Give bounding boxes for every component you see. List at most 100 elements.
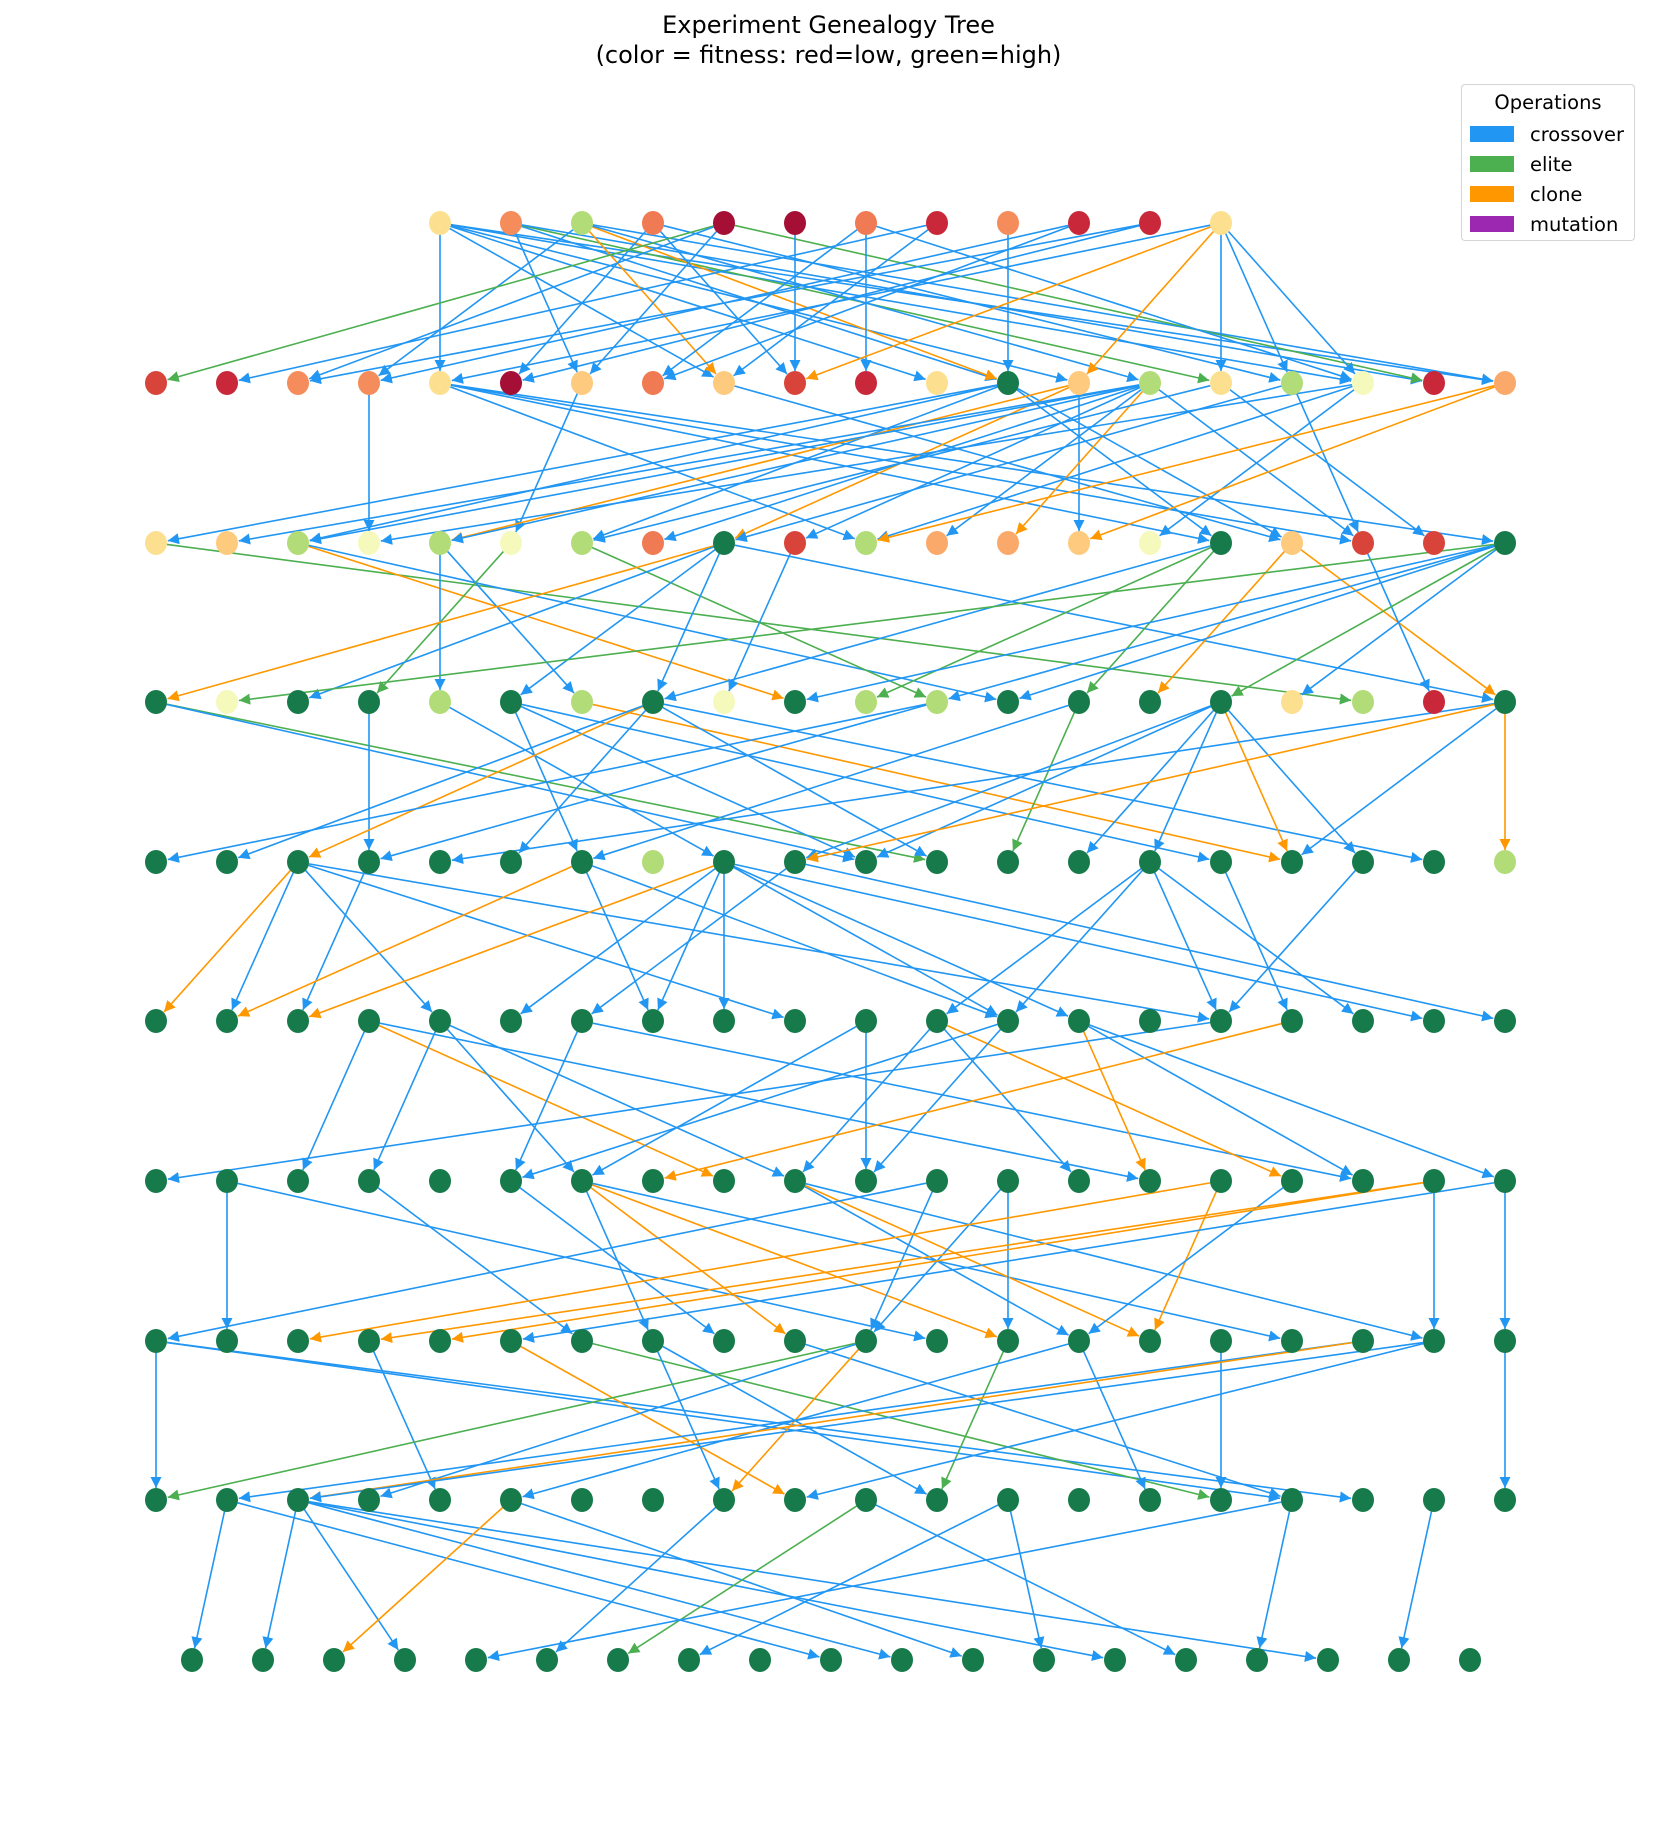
tree-node bbox=[997, 1009, 1019, 1033]
crossover-edge bbox=[309, 1341, 1424, 1503]
crossover-edge bbox=[515, 392, 579, 533]
tree-node bbox=[997, 1329, 1019, 1353]
crossover-edge bbox=[378, 228, 574, 377]
tree-node bbox=[926, 1329, 948, 1353]
elite-swatch bbox=[1470, 156, 1514, 172]
tree-node bbox=[1246, 1648, 1268, 1672]
tree-node bbox=[713, 850, 735, 874]
tree-node bbox=[500, 690, 522, 714]
tree-node bbox=[926, 371, 948, 395]
crossover-edge bbox=[514, 232, 578, 373]
clone-edge bbox=[592, 1184, 998, 1339]
tree-node bbox=[820, 1648, 842, 1672]
tree-node bbox=[713, 1329, 735, 1353]
tree-node bbox=[571, 1009, 593, 1033]
tree-node bbox=[216, 1009, 238, 1033]
tree-node bbox=[926, 1169, 948, 1193]
crossover-edge bbox=[446, 1028, 575, 1173]
crossover-edge bbox=[308, 864, 784, 1020]
tree-node bbox=[1352, 1329, 1374, 1353]
tree-node bbox=[323, 1648, 345, 1672]
clone-edge bbox=[806, 703, 1495, 863]
tree-node bbox=[926, 1009, 948, 1033]
tree-node bbox=[1068, 211, 1090, 235]
crossover-edge bbox=[1224, 871, 1288, 1011]
tree-node bbox=[642, 211, 664, 235]
crossover-edge bbox=[1017, 387, 1282, 538]
crossover-edge bbox=[237, 1502, 820, 1660]
clone-edge bbox=[380, 1181, 1424, 1344]
crossover-edge bbox=[308, 863, 1210, 1023]
clone-edge bbox=[592, 703, 1281, 863]
crossover-edge bbox=[592, 1025, 857, 1176]
tree-node bbox=[855, 1169, 877, 1193]
tree-node bbox=[713, 211, 735, 235]
crossover-edge bbox=[262, 1510, 297, 1649]
crossover-edge bbox=[805, 863, 1494, 1022]
tree-node bbox=[1281, 850, 1303, 874]
crossover-edge bbox=[304, 869, 433, 1013]
tree-node bbox=[287, 1329, 309, 1353]
tree-node bbox=[642, 850, 664, 874]
crossover-edge bbox=[380, 704, 927, 862]
tree-node bbox=[571, 531, 593, 555]
tree-node bbox=[429, 1329, 451, 1353]
crossover-edge bbox=[735, 385, 1282, 543]
tree-node bbox=[500, 371, 522, 395]
tree-node bbox=[1281, 1009, 1303, 1033]
tree-node bbox=[784, 371, 806, 395]
tree-node bbox=[713, 371, 735, 395]
crossover-swatch bbox=[1470, 126, 1514, 142]
tree-node bbox=[1459, 1648, 1481, 1672]
crossover-edge bbox=[308, 226, 714, 381]
crossover-edge bbox=[805, 705, 1211, 860]
crossover-edge bbox=[303, 1508, 399, 1651]
legend-label: mutation bbox=[1530, 212, 1619, 236]
tree-node bbox=[1210, 1009, 1232, 1033]
crossover-edge bbox=[167, 1021, 1211, 1184]
tree-node bbox=[784, 690, 806, 714]
crossover-edge bbox=[592, 224, 1494, 385]
crossover-edge bbox=[166, 703, 855, 863]
tree-node bbox=[926, 690, 948, 714]
crossover-edge bbox=[664, 545, 1211, 702]
tree-node bbox=[181, 1648, 203, 1672]
tree-node bbox=[1352, 1169, 1374, 1193]
crossover-edge bbox=[521, 703, 1210, 863]
crossover-edge bbox=[238, 384, 1140, 545]
crossover-edge bbox=[451, 702, 1495, 865]
crossover-edge bbox=[237, 705, 643, 860]
clone-edge bbox=[520, 1345, 785, 1495]
crossover-edge bbox=[589, 230, 718, 375]
tree-node bbox=[784, 1488, 806, 1512]
tree-node bbox=[1139, 1169, 1161, 1193]
tree-node bbox=[1494, 690, 1516, 714]
tree-node bbox=[997, 371, 1019, 395]
crossover-edge bbox=[877, 385, 1353, 542]
tree-node bbox=[216, 690, 238, 714]
tree-node bbox=[1494, 531, 1516, 555]
clone-edge bbox=[342, 1506, 504, 1653]
tree-node bbox=[855, 850, 877, 874]
crossover-edge bbox=[1227, 230, 1356, 375]
tree-node bbox=[642, 1169, 664, 1193]
crossover-edge bbox=[302, 1030, 366, 1171]
tree-node bbox=[216, 371, 238, 395]
tree-node bbox=[429, 850, 451, 874]
crossover-edge bbox=[1227, 709, 1356, 854]
tree-node bbox=[926, 211, 948, 235]
clone-edge bbox=[308, 545, 784, 701]
legend-item-mutation: mutation bbox=[1470, 209, 1634, 239]
elite-edge bbox=[238, 543, 1495, 705]
crossover-edge bbox=[699, 1504, 999, 1656]
tree-node bbox=[642, 690, 664, 714]
tree-node bbox=[1423, 850, 1445, 874]
crossover-edge bbox=[946, 388, 1142, 537]
nodes-layer bbox=[145, 211, 1516, 1672]
tree-node bbox=[1210, 211, 1232, 235]
clone-edge bbox=[877, 384, 1495, 543]
crossover-edge bbox=[515, 1030, 579, 1171]
tree-node bbox=[713, 531, 735, 555]
tree-node bbox=[926, 531, 948, 555]
tree-node bbox=[571, 1329, 593, 1353]
